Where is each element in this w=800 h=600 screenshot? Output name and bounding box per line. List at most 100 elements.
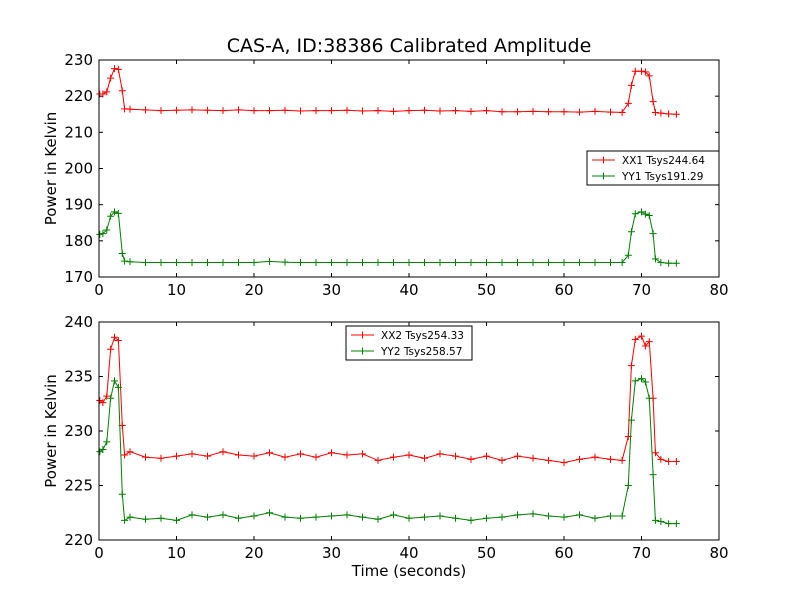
chart-1-series-2-point bbox=[204, 259, 211, 267]
chart-1-series-2-point bbox=[545, 259, 552, 267]
chart-2-series-2-point bbox=[467, 516, 475, 524]
chart-2-series-2-point bbox=[343, 511, 351, 519]
chart-1-series-1-point bbox=[651, 108, 659, 116]
chart-1-series-1-point bbox=[312, 107, 320, 115]
chart-2-x-axis-label: Time (seconds) bbox=[351, 562, 467, 580]
chart-1-series-1-point bbox=[545, 108, 552, 116]
chart-2-series-2-point bbox=[545, 512, 552, 520]
chart-1-series-2-point bbox=[665, 259, 673, 267]
chart-2-series-2-point bbox=[103, 438, 111, 446]
chart-2-series-1-point bbox=[99, 399, 107, 407]
chart-2-series-1-point bbox=[421, 454, 428, 462]
chart-2-x-tick-label: 50 bbox=[477, 544, 496, 562]
chart-2-series-1-point bbox=[114, 337, 122, 345]
chart-1-series-2-point bbox=[452, 259, 459, 267]
chart-1-legend: XX1 Tsys244.64 YY1 Tsys191.29 bbox=[586, 150, 720, 186]
chart-2-series-1-point bbox=[467, 455, 475, 463]
chart-1-series-2-point bbox=[118, 249, 126, 257]
chart-1-y-tick-label: 220 bbox=[64, 87, 93, 105]
chart-2-y-axis-label: Power in Kelvin bbox=[42, 374, 60, 488]
chart-2-series-2-point bbox=[281, 513, 289, 521]
chart-2-x-tick-label: 60 bbox=[554, 544, 573, 562]
chart-2-series-2-point bbox=[529, 510, 537, 518]
chart-2-series-1-point bbox=[638, 332, 645, 340]
chart-1-series-1-point bbox=[452, 107, 459, 115]
chart-2-x-tick-label: 40 bbox=[399, 544, 418, 562]
chart-1-series-1-point bbox=[529, 107, 537, 115]
chart-1-series-1-point bbox=[576, 108, 583, 116]
chart-2-series-1-point bbox=[107, 345, 115, 353]
chart-2-series-1-point bbox=[312, 453, 320, 461]
chart-2-series-2-point bbox=[188, 511, 196, 519]
chart-2-legend-marker-2 bbox=[359, 347, 366, 355]
chart-2-series-2-point bbox=[498, 513, 506, 521]
chart-2-series-2-line bbox=[99, 378, 677, 525]
chart-2-series-1-point bbox=[219, 448, 227, 456]
chart-1-x-tick-label: 30 bbox=[322, 281, 341, 299]
chart-1-series-2-point bbox=[374, 259, 382, 267]
chart-1-series-1-point bbox=[142, 106, 149, 114]
chart-2-y-tick-label: 240 bbox=[64, 313, 93, 331]
chart-2-series-2-point bbox=[405, 514, 413, 522]
chart-2-series-2-point bbox=[99, 446, 107, 454]
chart-1-series-1-point bbox=[103, 88, 111, 96]
chart-2-series-2-point bbox=[641, 378, 649, 386]
chart-2-x-tick-label: 10 bbox=[167, 544, 186, 562]
chart-1-series-2-point bbox=[266, 257, 273, 265]
chart-2-series-2-point bbox=[266, 509, 273, 517]
chart-1-series-2-point bbox=[483, 259, 490, 267]
chart-2-series-2-point bbox=[312, 513, 320, 521]
chart-2-series-2-point bbox=[514, 511, 521, 519]
chart-2-legend-marker-1 bbox=[359, 331, 366, 339]
chart-2-x-tick-label: 20 bbox=[244, 544, 263, 562]
chart-1-series-2-point bbox=[649, 230, 657, 238]
chart-2-legend-label-1: XX2 Tsys254.33 bbox=[381, 330, 464, 342]
chart-2-series-2-point bbox=[607, 512, 614, 520]
chart-2-series-1-point bbox=[657, 455, 665, 463]
chart-2-series-1-point bbox=[266, 449, 273, 457]
chart-2-series-1-point bbox=[121, 451, 129, 459]
chart-1-series-2-point bbox=[126, 258, 134, 266]
chart-1-y-tick-label: 170 bbox=[64, 268, 93, 286]
chart-1-series-2-point bbox=[142, 259, 149, 267]
chart-1-series-1-point bbox=[328, 107, 335, 115]
chart-2-series-1-point bbox=[204, 452, 211, 460]
chart-1-series-1-point bbox=[173, 106, 180, 114]
chart-1-series-2-point bbox=[607, 259, 614, 267]
chart-1-series-1-point bbox=[297, 107, 304, 115]
chart-1-y-tick-label: 210 bbox=[64, 123, 93, 141]
chart-1-series-2-point bbox=[641, 210, 649, 218]
chart-2-series-1-point bbox=[651, 449, 659, 457]
chart-1-series-2-point bbox=[343, 259, 351, 267]
chart-1-series-2-point bbox=[657, 259, 665, 267]
chart-2-series-1-point bbox=[672, 458, 680, 466]
chart-1-series-1-point bbox=[618, 108, 626, 116]
chart-2-series-2-point bbox=[651, 516, 659, 524]
chart-2-series-1-point bbox=[374, 456, 382, 464]
chart-1-series-2-point bbox=[672, 259, 680, 267]
chart-1-series-1-point bbox=[641, 68, 649, 76]
chart-1-series-1-point bbox=[118, 87, 126, 95]
chart-1-series-2-point bbox=[107, 212, 115, 220]
chart-1-series-1-point bbox=[665, 110, 673, 118]
chart-2-series-1-point bbox=[529, 454, 537, 462]
chart-1-series-2-point bbox=[624, 251, 632, 259]
chart-1-series-2-point bbox=[529, 259, 537, 267]
chart-2-series-2-point bbox=[665, 520, 673, 528]
chart-1-series-2-point bbox=[436, 259, 444, 267]
chart-2-series-2-point bbox=[157, 514, 165, 522]
chart-1-series-1-point bbox=[649, 98, 657, 106]
chart-1-series-2-point bbox=[560, 259, 568, 267]
chart-2-series-2-point bbox=[173, 516, 180, 524]
chart-1-x-tick-label: 20 bbox=[244, 281, 263, 299]
chart-1-series-1-point bbox=[235, 106, 242, 114]
chart-1-series-1-point bbox=[390, 107, 397, 115]
chart-2-series-1-point bbox=[328, 449, 335, 457]
chart-2-series-2-point bbox=[126, 513, 134, 521]
chart-1-series-2-point bbox=[96, 230, 104, 238]
chart-2-series-1-point bbox=[452, 452, 459, 460]
chart-1-series-2-point bbox=[390, 259, 397, 267]
chart-2-series-2-point bbox=[328, 512, 335, 520]
chart-1-legend-box bbox=[586, 150, 720, 186]
chart-1-series-2-point bbox=[498, 259, 506, 267]
